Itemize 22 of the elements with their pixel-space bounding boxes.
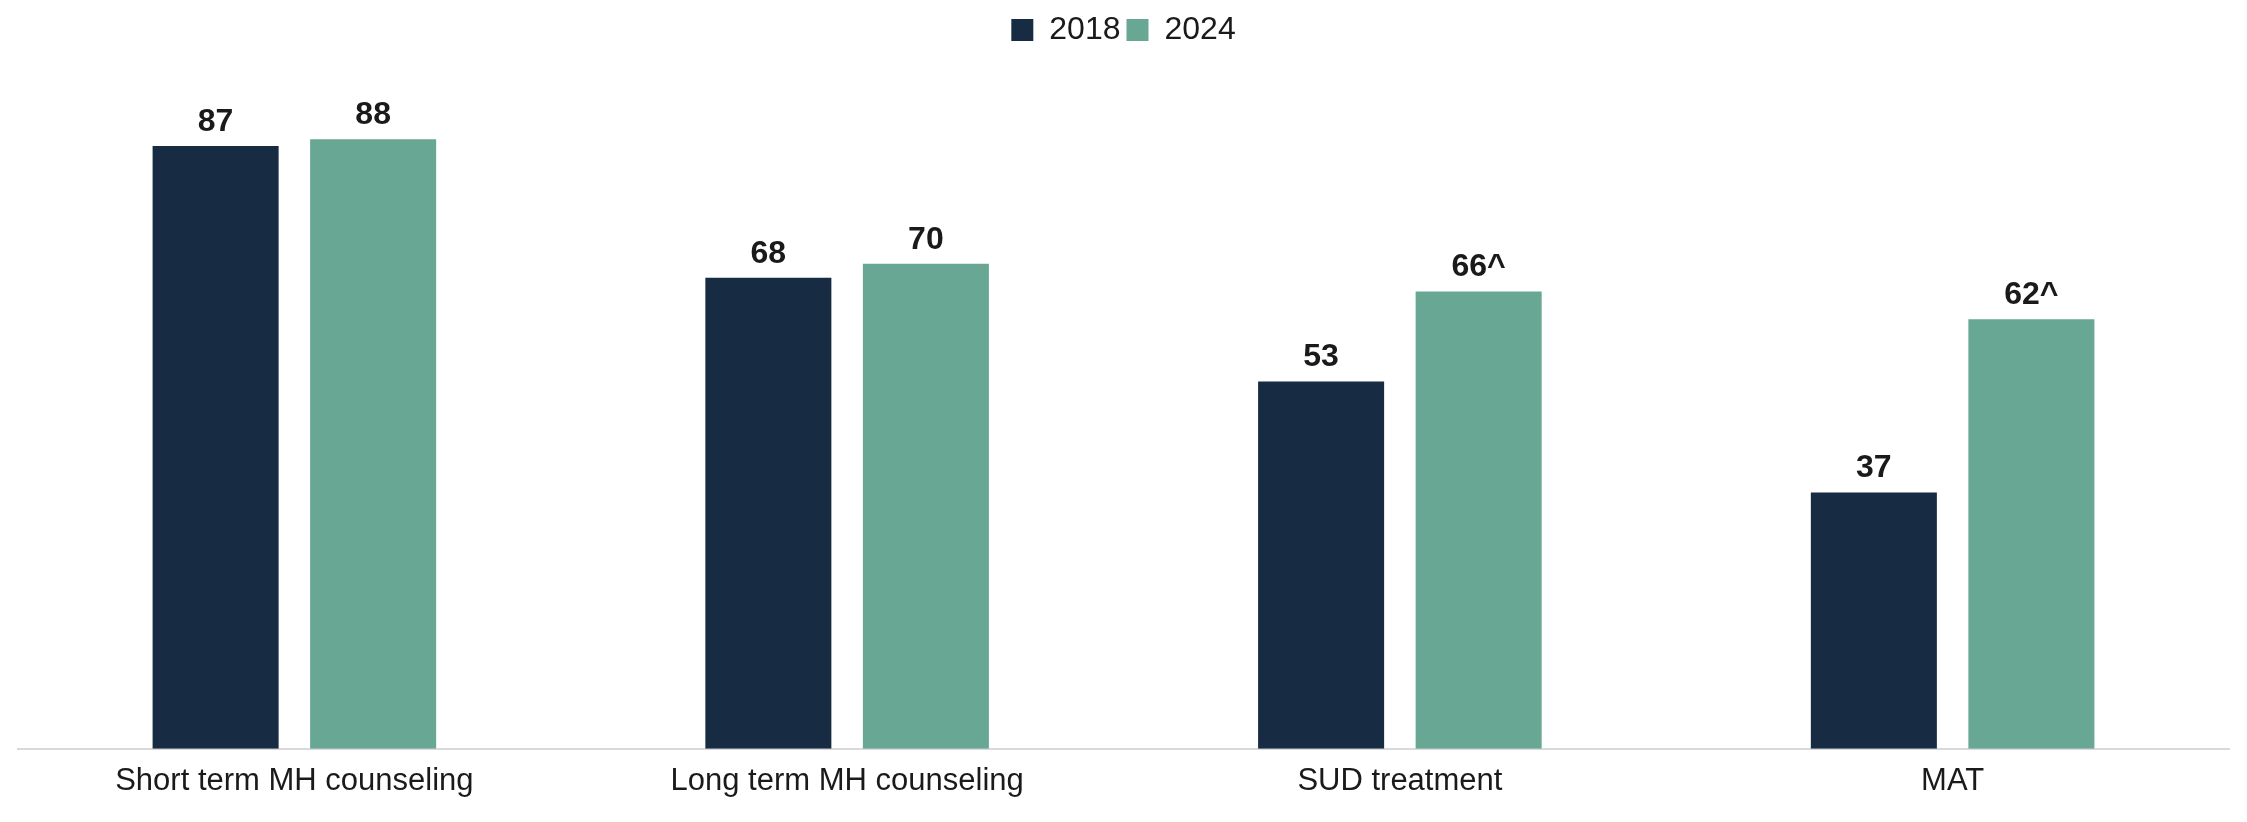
- bar: [705, 277, 832, 749]
- x-tick-label: SUD treatment: [1297, 761, 1503, 797]
- data-label: 53: [1303, 337, 1339, 374]
- bar: [862, 263, 989, 749]
- bar: [1810, 492, 1937, 749]
- bar: [1415, 291, 1542, 749]
- data-label: 68: [750, 233, 787, 270]
- legend-label: 2018: [1049, 9, 1121, 46]
- data-label: 70: [908, 219, 944, 256]
- x-tick-label: Long term MH counseling: [670, 761, 1024, 797]
- bar: [1968, 319, 2095, 749]
- bar: [310, 139, 437, 749]
- x-tick-label: MAT: [1921, 761, 1985, 797]
- data-label: 37: [1856, 448, 1892, 485]
- legend-label: 2024: [1164, 9, 1236, 46]
- data-label: 88: [355, 94, 391, 131]
- x-tick-label: Short term MH counseling: [115, 761, 474, 797]
- bar: [152, 146, 279, 749]
- bar: [1258, 381, 1385, 749]
- data-label: 62^: [2004, 275, 2059, 312]
- data-label: 87: [197, 101, 234, 138]
- data-label: 66^: [1451, 247, 1506, 284]
